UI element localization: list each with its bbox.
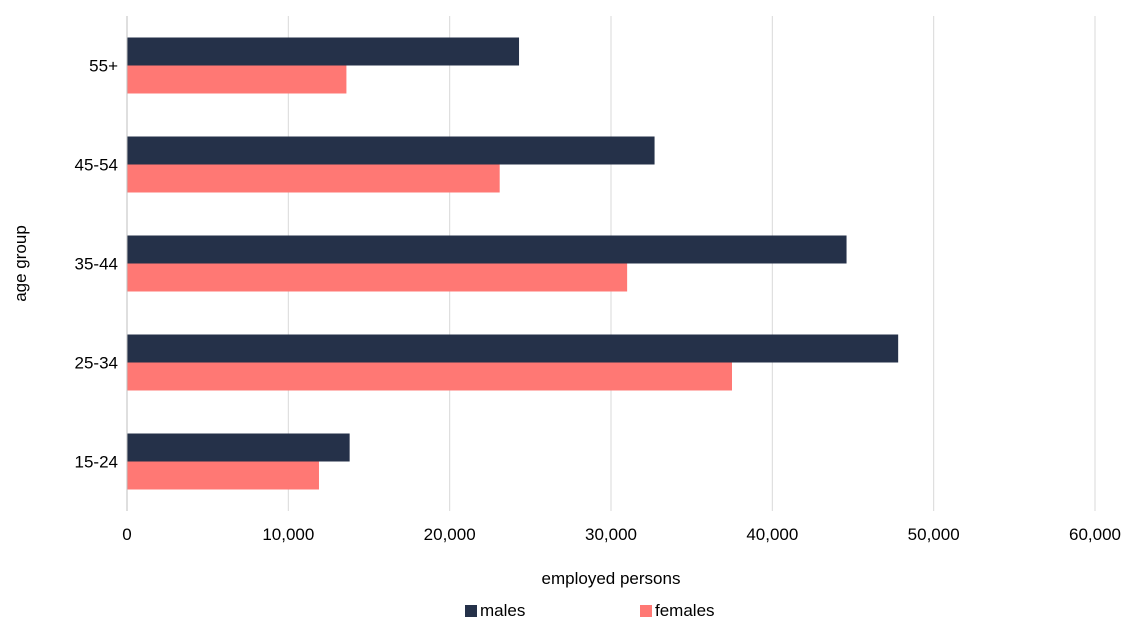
x-tick-label: 30,000 (585, 525, 637, 544)
legend-swatch-females (640, 605, 652, 617)
y-tick-label: 35-44 (75, 255, 118, 274)
bar-females-55+ (127, 65, 347, 94)
x-tick-labels: 0 10,000 20,000 30,000 40,000 50,000 60,000 (122, 525, 1121, 544)
bar-males-25-34 (127, 334, 899, 363)
legend-swatch-males (465, 605, 477, 617)
x-tick-label: 20,000 (424, 525, 476, 544)
y-tick-label: 15-24 (75, 453, 118, 472)
x-tick-label: 0 (122, 525, 131, 544)
y-tick-label: 25-34 (75, 354, 118, 373)
x-axis-title: employed persons (542, 569, 681, 588)
bar-males-15-24 (127, 433, 350, 462)
legend-label-males: males (480, 601, 525, 620)
y-tick-labels: 15-24 25-34 35-44 45-54 55+ (75, 57, 119, 472)
y-tick-label: 55+ (89, 57, 118, 76)
bar-males-45-54 (127, 136, 655, 165)
bars (127, 37, 899, 490)
x-tick-label: 10,000 (262, 525, 314, 544)
y-axis-title: age group (11, 225, 30, 302)
bar-females-45-54 (127, 164, 500, 193)
x-tick-label: 50,000 (908, 525, 960, 544)
legend: males females (465, 601, 715, 620)
legend-label-females: females (655, 601, 715, 620)
bar-males-35-44 (127, 235, 847, 264)
bar-males-55+ (127, 37, 520, 66)
x-tick-label: 40,000 (746, 525, 798, 544)
x-tick-label: 60,000 (1069, 525, 1121, 544)
y-tick-label: 45-54 (75, 156, 118, 175)
bar-females-25-34 (127, 362, 732, 391)
bar-females-15-24 (127, 461, 319, 490)
bar-females-35-44 (127, 263, 628, 292)
